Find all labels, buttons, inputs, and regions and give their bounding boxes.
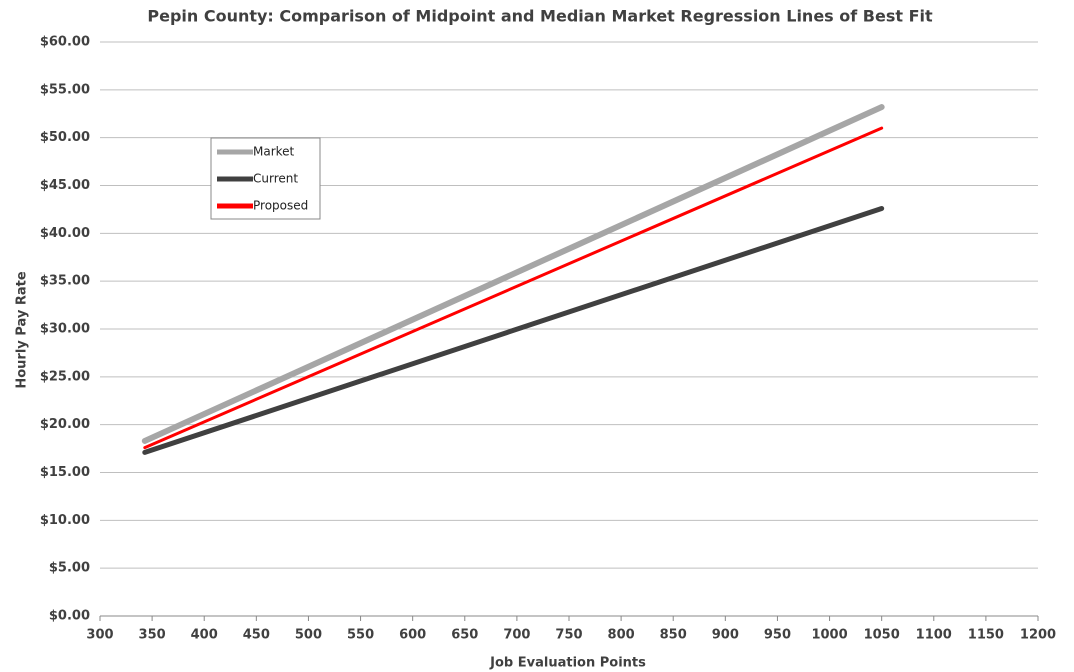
y-tick-label: $30.00	[40, 322, 90, 337]
x-tick-label: 850	[660, 628, 687, 643]
x-tick-label: 500	[295, 628, 322, 643]
x-tick-label: 1000	[811, 628, 847, 643]
x-tick-label: 800	[608, 628, 635, 643]
chart-title: Pepin County: Comparison of Midpoint and…	[147, 7, 933, 26]
x-tick-label: 650	[451, 628, 478, 643]
y-tick-label: $50.00	[40, 130, 90, 145]
y-tick-label: $35.00	[40, 274, 90, 289]
y-tick-label: $0.00	[49, 609, 90, 624]
y-tick-label: $40.00	[40, 226, 90, 241]
x-tick-label: 600	[399, 628, 426, 643]
y-tick-label: $5.00	[49, 561, 90, 576]
y-tick-label: $45.00	[40, 178, 90, 193]
series-line	[142, 205, 885, 455]
y-tick-label: $10.00	[40, 513, 90, 528]
y-tick-label: $20.00	[40, 417, 90, 432]
x-tick-label: 1150	[968, 628, 1004, 643]
y-tick-label: $55.00	[40, 82, 90, 97]
x-tick-label: 1100	[916, 628, 952, 643]
legend-label: Proposed	[253, 199, 308, 213]
x-tick-label: 1200	[1020, 628, 1056, 643]
y-tick-label: $25.00	[40, 369, 90, 384]
x-tick-label: 550	[347, 628, 374, 643]
y-axis-label: Hourly Pay Rate	[15, 271, 30, 388]
x-tick-label: 300	[86, 628, 113, 643]
legend-label: Current	[253, 172, 298, 186]
x-tick-label: 750	[555, 628, 582, 643]
series-line	[141, 104, 885, 444]
x-tick-label: 450	[243, 628, 270, 643]
x-tick-label: 700	[503, 628, 530, 643]
x-axis-label: Job Evaluation Points	[489, 656, 646, 671]
series-line	[143, 126, 884, 450]
x-tick-label: 900	[712, 628, 739, 643]
y-tick-label: $15.00	[40, 465, 90, 480]
x-tick-label: 1050	[864, 628, 900, 643]
x-tick-label: 400	[191, 628, 218, 643]
y-tick-label: $60.00	[40, 35, 90, 50]
x-tick-label: 950	[764, 628, 791, 643]
legend-label: Market	[253, 145, 295, 159]
x-tick-label: 350	[139, 628, 166, 643]
